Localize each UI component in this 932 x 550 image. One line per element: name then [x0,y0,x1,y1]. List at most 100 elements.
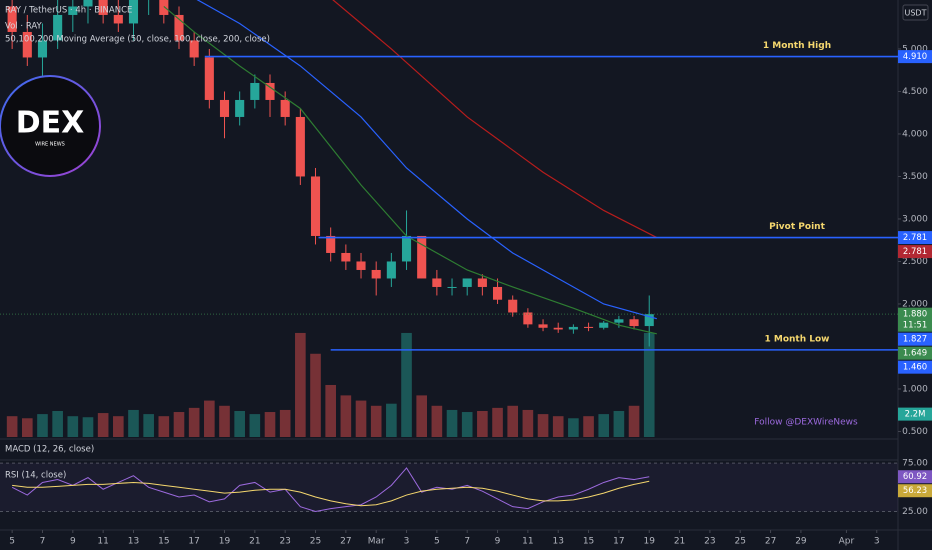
rsi-tag [898,484,932,498]
x-tick-label: 21 [249,537,260,547]
candle-body [447,286,457,288]
logo: DEX WIRE NEWS [0,75,101,177]
price-tag [898,360,932,374]
volume-bar [416,395,428,437]
volume-bar [583,416,594,437]
volume-bar [355,400,367,437]
x-tick-label: 3 [874,537,880,547]
price-tag-sub: 11:51 [903,321,928,331]
candle-body [219,99,230,117]
candle-body [417,235,427,279]
volume-bar [446,409,458,437]
candle-body [128,0,139,24]
volume-bar [310,353,321,437]
watermark: Follow @DEXWireNews [754,418,858,428]
volume-bar [264,412,276,437]
volume-bar [507,405,519,437]
candle-body [53,14,63,41]
x-tick-label: 27 [765,537,776,547]
currency-box[interactable] [902,4,929,21]
volume-bar [295,332,306,437]
candle-body [265,82,275,100]
price-tag [898,231,932,245]
x-tick-label: 5 [9,537,15,547]
moving-average [332,0,658,239]
candle-body [98,0,108,15]
candle-body [629,319,639,327]
logo-subtext: WIRE NEWS [35,142,65,148]
candle-body [462,278,472,287]
x-tick-label: 15 [158,537,169,547]
volume-bar [477,410,488,437]
logo-text: DEX [16,106,85,141]
symbol-title: RAY / TetherUS · 4h · BINANCE [5,6,132,16]
volume-bar [537,414,549,437]
x-tick-label: 27 [340,537,351,547]
x-tick-label: 19 [644,537,656,547]
rsi-line [11,467,650,513]
x-tick-label: 13 [552,537,563,547]
volume-bar [431,405,443,437]
macd-label: MACD (12, 26, close) [5,445,94,455]
price-tag [898,307,932,332]
rsi-tag-label: 56.23 [903,486,927,496]
volume-bar [158,416,170,437]
volume-bar [82,417,94,437]
candle-body [83,0,93,7]
volume-bar [173,412,185,437]
x-tick-label: 5 [434,537,440,547]
price-tag-label: 1.880 [903,310,927,320]
candle-body [477,278,487,287]
y-tick-label: 2.000 [902,299,928,309]
currency[interactable]: USDT [905,9,927,18]
rsi-label: RSI (14, close) [5,471,66,481]
x-tick-label: 23 [279,537,290,547]
volume-bar [643,332,655,437]
candle-body [508,299,518,313]
x-tick-label: 25 [735,537,746,547]
volume-bar [128,409,139,437]
candle-body [341,252,351,262]
volume-bar [492,407,503,437]
candle-body [553,327,563,330]
candle-body [250,82,260,100]
volume-bar [598,414,610,437]
logo-ring [0,75,101,177]
candle-body [371,269,381,279]
volume-bar [461,412,473,437]
candle-body [7,6,17,32]
volume-bar [568,418,579,437]
candle-body [280,99,290,117]
candle-body [174,14,184,41]
rsi-band [0,463,898,512]
level-label: 1 Month Low [764,334,829,344]
x-tick-label: 11 [97,537,108,547]
x-tick-label: 21 [674,537,685,547]
x-tick-label: 17 [188,537,199,547]
volume-bar [370,405,382,437]
candle-body [189,40,199,58]
x-tick-label: 15 [583,537,594,547]
ma-label: 50,100,200 Moving Average (50, close, 10… [5,35,270,45]
y-tick-label: 1.000 [902,384,928,394]
price-tag-label: 1.649 [903,349,927,359]
volume-bar [613,410,625,437]
rsi-tick-label: 75.00 [902,459,928,469]
candle-body [204,57,214,100]
rsi-tag-label: 60.92 [903,472,927,482]
candle-body [644,314,654,327]
level-label: Pivot Point [769,222,825,232]
candle-body [235,99,245,117]
volume-bar [219,405,230,437]
candle-body [68,6,78,15]
price-tag [898,332,932,346]
y-tick-label: 4.000 [902,129,928,139]
candle-body [584,326,594,328]
x-tick-label: 9 [495,537,501,547]
candle-body [22,31,32,58]
x-tick-label: 23 [704,537,715,547]
price-tag-label: 1.827 [903,335,927,345]
candle-body [401,235,412,262]
